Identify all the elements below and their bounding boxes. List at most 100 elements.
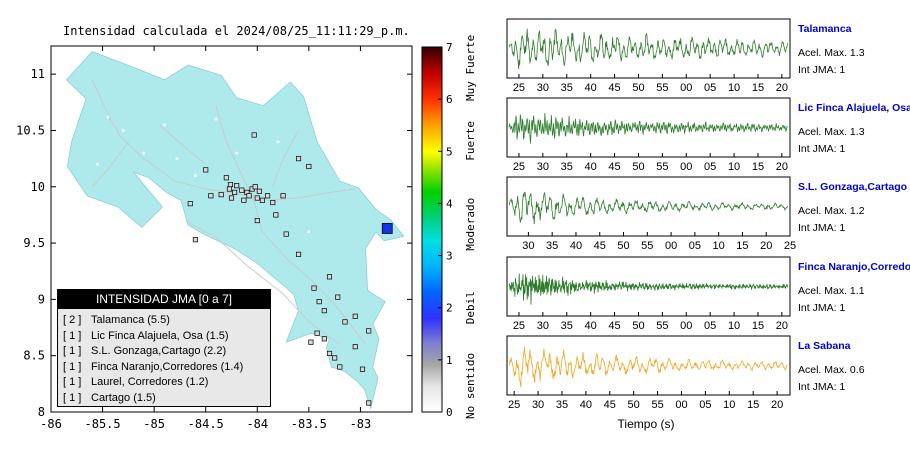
station-marker — [218, 192, 224, 198]
colorbar-tick-label: 1 — [446, 354, 453, 367]
waveform-tick-label: 20 — [760, 240, 772, 252]
waveform-tick-label: 35 — [561, 161, 573, 173]
waveform-tick-label: 10 — [728, 161, 740, 173]
waveform-tick-label: 15 — [752, 82, 764, 94]
station-marker — [228, 195, 235, 201]
waveform-tick-label: 25 — [513, 320, 525, 332]
colorbar: 0 1 2 3 4 5 6 7 No sentido Debil Moderado Fuerte Muy… — [421, 35, 477, 419]
road-line — [91, 79, 237, 194]
map-title: Intensidad calculada el 2024/08/25_11:11… — [63, 24, 410, 38]
station-marker — [280, 193, 286, 199]
waveform-tick-label: 15 — [752, 320, 764, 332]
station-marker — [254, 195, 260, 201]
station-marker — [234, 183, 240, 189]
station-marker — [273, 212, 279, 218]
town-dot — [106, 115, 110, 119]
waveform-panels: 25 30 35 40 45 50 55 00 05 10 15 20 Talamanca Acel. M… — [506, 18, 910, 411]
station-marker — [203, 167, 209, 173]
colorbar-tick-label: 5 — [446, 145, 453, 158]
waveform-tick-label: 00 — [680, 82, 692, 94]
legend-row-count: [ 1 ] — [63, 329, 82, 342]
station-marker — [308, 339, 314, 345]
station-marker — [241, 197, 247, 203]
map-clip-group — [65, 51, 405, 411]
station-marker — [223, 175, 229, 181]
max-intensity-marker — [381, 223, 393, 234]
waveform-tick-label: 40 — [580, 399, 592, 411]
map-legend: INTENSIDAD JMA [0 a 7] [ 2 ] Talamanca (5… — [57, 289, 271, 407]
waveform-tick-label: 10 — [728, 320, 740, 332]
waveform-tick-label: 30 — [522, 240, 534, 252]
waveform-tick-label: 35 — [561, 82, 573, 94]
station-marker — [232, 189, 238, 195]
map-frame — [50, 45, 413, 413]
waveform-tick-label: 15 — [736, 240, 748, 252]
station-marker — [342, 319, 348, 325]
legend-row-station: Talamanca (5.5) — [91, 314, 170, 326]
jma-intensity-label: Int JMA: 1 — [798, 143, 845, 155]
colorbar-tick-label: 6 — [446, 93, 453, 106]
waveform-tick-label: 20 — [776, 161, 788, 173]
waveform-tick-label: 00 — [675, 399, 687, 411]
town-dot — [142, 151, 146, 155]
colorbar-tick-label: 2 — [446, 302, 453, 315]
max-acceleration-label: Acel. Max. 1.2 — [798, 205, 865, 217]
legend-row: [ 1 ] Lic Finca Alajuela, Osa (1.5) — [63, 329, 270, 345]
waveform-trace — [508, 273, 788, 305]
station-marker — [311, 285, 317, 291]
waveform-tick-label: 20 — [776, 320, 788, 332]
station-marker — [256, 188, 262, 194]
waveform-tick-label: 55 — [656, 320, 668, 332]
waveform-tick-label: 50 — [617, 240, 629, 252]
waveform-tick-label: 55 — [641, 240, 653, 252]
road-line — [215, 105, 253, 195]
station-marker — [252, 184, 258, 190]
waveform-tick-label: 40 — [585, 320, 597, 332]
waveform-tick-label: 20 — [771, 399, 783, 411]
y-tick-label: 8.5 — [23, 349, 45, 363]
waveform-panel: 25 30 35 40 45 50 55 00 05 10 15 20 La Sabana Acel. M… — [506, 335, 865, 411]
legend-row-station: Finca Naranjo,Corredores (1.4) — [91, 360, 244, 373]
waveform-tick-label: 25 — [784, 240, 796, 252]
town-dot — [175, 157, 179, 161]
town-dot — [307, 230, 311, 234]
colorbar-tick-label: 7 — [446, 41, 453, 54]
town-dot — [163, 123, 166, 127]
waveform-panel: 25 30 35 40 45 50 55 00 05 10 15 20 Finca Naranjo,Co… — [506, 256, 910, 332]
colorbar-gradient — [421, 46, 443, 413]
waveform-tick-label: 25 — [508, 399, 520, 411]
waveform-tick-label: 55 — [651, 399, 663, 411]
station-marker — [316, 299, 322, 305]
legend-row-station: Cartago (1.5) — [91, 391, 156, 404]
station-marker — [332, 355, 338, 361]
waveform-tick-label: 35 — [556, 399, 568, 411]
town-dot — [276, 140, 280, 144]
max-acceleration-label: Acel. Max. 0.6 — [798, 364, 865, 376]
station-marker — [352, 313, 358, 319]
legend-header: INTENSIDAD JMA [0 a 7] — [58, 290, 270, 309]
station-name: Lic Finca Alajuela, Osa — [798, 102, 910, 114]
max-acceleration-label: Acel. Max. 1.3 — [798, 47, 865, 59]
country-land — [65, 51, 405, 411]
station-marker — [265, 193, 271, 199]
town-dot — [235, 151, 239, 155]
waveform-panel: 25 30 35 40 45 50 55 00 05 10 15 20 Lic Finca Alajue… — [506, 97, 910, 173]
waveform-trace — [508, 28, 788, 70]
time-axis-label: Tiempo (s) — [618, 417, 675, 431]
x-tick-label: -86 — [40, 417, 62, 431]
waveform-tick-label: 55 — [656, 82, 668, 94]
station-marker — [187, 201, 193, 207]
legend-row-count: [ 1 ] — [63, 345, 82, 357]
x-tick-label: -84 — [246, 417, 268, 431]
station-marker — [321, 336, 327, 342]
waveform-tick-label: 40 — [570, 240, 582, 252]
x-tick-label: -83.5 — [291, 417, 327, 431]
station-name: S.L. Gonzaga,Cartago — [798, 181, 907, 193]
waveform-tick-label: 05 — [689, 240, 701, 252]
station-marker — [295, 156, 302, 162]
colorbar-tick-label: 4 — [446, 197, 453, 210]
station-marker — [208, 193, 214, 199]
colorbar-tick-label: 3 — [446, 250, 453, 263]
waveform-tick-label: 45 — [604, 399, 616, 411]
